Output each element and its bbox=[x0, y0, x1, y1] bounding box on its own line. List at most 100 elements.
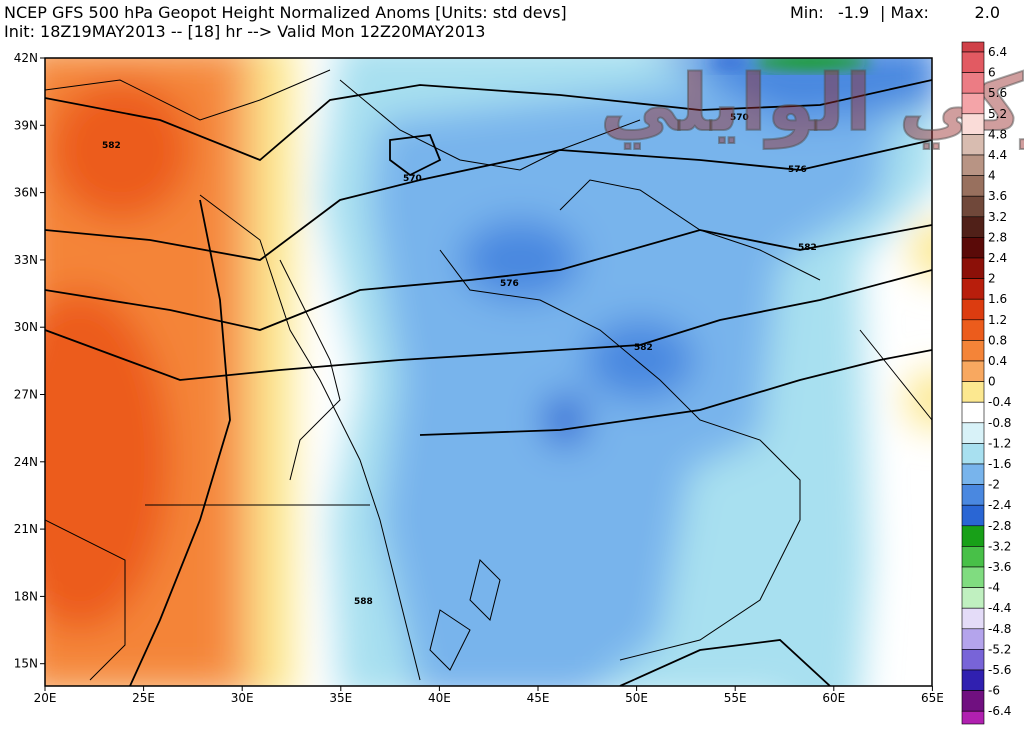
contour-label: 576 bbox=[788, 165, 807, 175]
lat-label: 21N bbox=[14, 522, 38, 536]
colorbar-swatch bbox=[961, 216, 985, 238]
colorbar-swatch bbox=[961, 72, 985, 94]
colorbar-label: 0.4 bbox=[988, 354, 1007, 368]
lon-label: 35E bbox=[329, 691, 352, 705]
colorbar-label: 5.6 bbox=[988, 86, 1007, 100]
colorbar-swatch bbox=[961, 113, 985, 135]
colorbar-label: -2 bbox=[988, 478, 1000, 492]
colorbar-swatch bbox=[961, 690, 985, 712]
colorbar-swatch bbox=[961, 422, 985, 444]
colorbar-label: -3.2 bbox=[988, 539, 1011, 553]
colorbar-label: 1.2 bbox=[988, 313, 1007, 327]
colorbar-swatch bbox=[961, 278, 985, 300]
watermark: تركي الوايلي bbox=[600, 59, 1024, 149]
subtitle: Init: 18Z19MAY2013 -- [18] hr --> Valid … bbox=[4, 22, 485, 41]
max-value: 2.0 bbox=[975, 3, 1000, 22]
lat-label: 36N bbox=[14, 186, 38, 200]
colorbar-label: -0.4 bbox=[988, 395, 1011, 409]
colorbar-swatch bbox=[961, 546, 985, 568]
colorbar-swatch bbox=[961, 566, 985, 588]
min-value: -1.9 bbox=[838, 3, 869, 22]
lon-label: 50E bbox=[625, 691, 648, 705]
colorbar-swatch bbox=[961, 257, 985, 279]
colorbar-label: 4 bbox=[988, 169, 996, 183]
colorbar-label: -6 bbox=[988, 684, 1000, 698]
colorbar: 6.4 6 5.6 5.2 4.8 4.4 4 3.6 3.2 2.8 2.4 2 1.6 1.2 0.8 0… bbox=[961, 41, 1011, 725]
lat-label: 39N bbox=[14, 118, 38, 132]
lon-label: 25E bbox=[132, 691, 155, 705]
colorbar-swatch bbox=[961, 669, 985, 691]
contour-labels: 582 570 570 576 576 582 582 588 bbox=[102, 113, 817, 607]
colorbar-label: 6.4 bbox=[988, 45, 1007, 59]
colorbar-label: 6 bbox=[988, 66, 996, 80]
lon-label: 65E bbox=[921, 691, 944, 705]
colorbar-swatch bbox=[961, 175, 985, 197]
colorbar-swatch bbox=[961, 154, 985, 176]
title: NCEP GFS 500 hPa Geopot Height Normalize… bbox=[4, 3, 567, 22]
colorbar-label: 1.6 bbox=[988, 292, 1007, 306]
lon-label: 20E bbox=[34, 691, 57, 705]
colorbar-swatch bbox=[961, 92, 985, 115]
colorbar-label: -4 bbox=[988, 581, 1000, 595]
colorbar-swatch bbox=[961, 360, 985, 382]
colorbar-swatch bbox=[961, 443, 985, 465]
colorbar-swatch bbox=[961, 649, 985, 671]
contour-label: 582 bbox=[798, 243, 817, 253]
contour-label: 582 bbox=[102, 141, 121, 151]
colorbar-swatch bbox=[961, 484, 985, 506]
colorbar-swatch bbox=[961, 525, 985, 547]
contour-label: 576 bbox=[500, 279, 519, 289]
map-field bbox=[45, 58, 932, 686]
colorbar-swatch bbox=[961, 504, 985, 527]
colorbar-label: -0.8 bbox=[988, 416, 1011, 430]
colorbar-swatch bbox=[961, 381, 985, 403]
lat-label: 27N bbox=[14, 388, 38, 402]
colorbar-label: -6.4 bbox=[988, 704, 1011, 718]
colorbar-swatch bbox=[961, 340, 985, 362]
colorbar-swatch bbox=[961, 134, 985, 156]
lat-label: 24N bbox=[14, 455, 38, 469]
colorbar-label: 5.2 bbox=[988, 107, 1007, 121]
colorbar-swatch bbox=[961, 298, 985, 321]
colorbar-swatch bbox=[961, 463, 985, 485]
colorbar-label: 2.4 bbox=[988, 251, 1007, 265]
colorbar-swatch bbox=[961, 628, 985, 650]
max-label: | Max: bbox=[880, 3, 929, 22]
colorbar-swatch bbox=[961, 319, 985, 341]
colorbar-swatch bbox=[961, 401, 985, 424]
colorbar-label: -1.2 bbox=[988, 436, 1011, 450]
axes: 42N 39N 36N 33N 30N 27N 24N 21N 18N 15N 20E 25E 30E 3… bbox=[14, 51, 944, 705]
contour-label: 582 bbox=[634, 343, 653, 353]
colorbar-label: -3.6 bbox=[988, 560, 1011, 574]
plot-frame bbox=[44, 57, 933, 687]
lat-label: 15N bbox=[14, 657, 38, 671]
colorbar-label: 3.2 bbox=[988, 210, 1007, 224]
lon-label: 60E bbox=[822, 691, 845, 705]
colorbar-swatch bbox=[961, 587, 985, 609]
lat-label: 30N bbox=[14, 320, 38, 334]
colorbar-label: 4.8 bbox=[988, 127, 1007, 141]
colorbar-label: 3.6 bbox=[988, 189, 1007, 203]
colorbar-swatch bbox=[961, 195, 985, 218]
colorbar-label: 2 bbox=[988, 272, 996, 286]
colorbar-label: -4.4 bbox=[988, 601, 1011, 615]
colorbar-label: -4.8 bbox=[988, 622, 1011, 636]
min-label: Min: bbox=[790, 3, 824, 22]
colorbar-label: 2.8 bbox=[988, 230, 1007, 244]
colorbar-label: 0 bbox=[988, 375, 996, 389]
colorbar-swatch bbox=[961, 51, 985, 73]
colorbar-label: 0.8 bbox=[988, 333, 1007, 347]
contour-label: 588 bbox=[354, 597, 373, 607]
lon-label: 30E bbox=[231, 691, 254, 705]
contour-label: 570 bbox=[730, 113, 749, 123]
lon-label: 45E bbox=[527, 691, 550, 705]
colorbar-label: -5.2 bbox=[988, 642, 1011, 656]
colorbar-label: -5.6 bbox=[988, 663, 1011, 677]
lat-label: 33N bbox=[14, 253, 38, 267]
lat-label: 18N bbox=[14, 589, 38, 603]
lon-label: 55E bbox=[724, 691, 747, 705]
colorbar-label: -2.8 bbox=[988, 519, 1011, 533]
lat-label: 42N bbox=[14, 51, 38, 65]
colorbar-swatch bbox=[961, 41, 985, 53]
